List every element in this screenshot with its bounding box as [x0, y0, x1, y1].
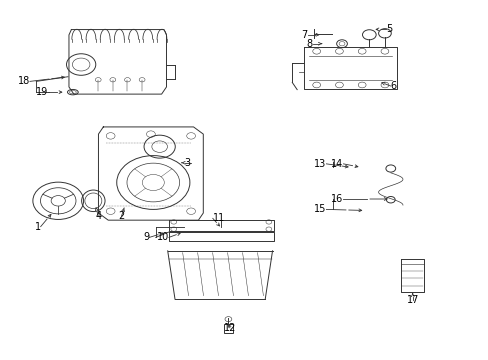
Text: 2: 2	[118, 211, 124, 221]
FancyBboxPatch shape	[223, 324, 233, 333]
Text: 11: 11	[212, 213, 224, 223]
Text: 10: 10	[156, 232, 168, 242]
Text: 18: 18	[18, 76, 30, 86]
Text: 4: 4	[95, 211, 101, 221]
Text: 16: 16	[330, 194, 343, 204]
Text: 12: 12	[223, 323, 236, 333]
Text: 3: 3	[184, 158, 190, 168]
Text: 15: 15	[313, 204, 326, 215]
Text: 19: 19	[36, 87, 48, 97]
Text: 7: 7	[301, 30, 307, 40]
Text: 14: 14	[330, 159, 343, 169]
Text: 5: 5	[385, 24, 391, 35]
Text: 17: 17	[406, 295, 418, 305]
Text: 1: 1	[35, 222, 41, 231]
Text: 8: 8	[306, 39, 312, 49]
Text: 6: 6	[390, 81, 396, 91]
Text: 13: 13	[313, 159, 326, 169]
Text: 9: 9	[143, 232, 149, 242]
